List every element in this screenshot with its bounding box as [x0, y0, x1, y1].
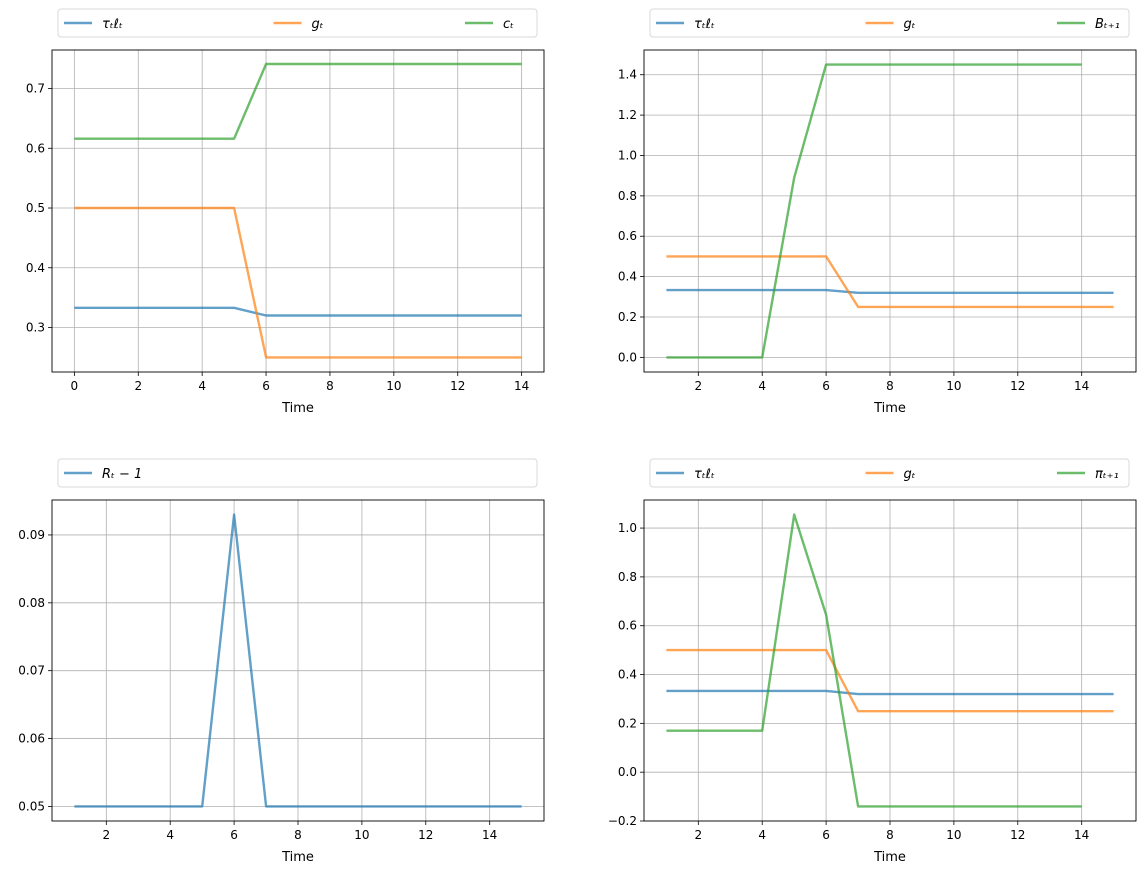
y-tick-label: 0.6	[26, 141, 45, 155]
axes-frame	[51, 49, 545, 373]
x-tick-label: 6	[262, 379, 270, 393]
legend: τₜℓₜ gₜ Bₜ₊₁	[649, 8, 1130, 38]
x-tick-label: 10	[354, 828, 369, 842]
x-tick-label: 14	[482, 828, 497, 842]
subplot-2: 2 4 6 8 10 12 14 0.0 0.2 0.4 0.6 0.8 1.0 1.2 1.4 Time τₜ…	[618, 8, 1137, 416]
x-tick-label: 10	[386, 379, 401, 393]
subplot-3: 2 4 6 8 10 12 14 0.05 0.06 0.07 0.08 0.09 Time Rₜ − 1	[18, 458, 545, 865]
x-tick-label: 8	[294, 828, 302, 842]
y-tick-label: 0.4	[618, 270, 637, 284]
y-tick-label: 1.2	[618, 108, 637, 122]
y-tick-label: 1.0	[618, 148, 637, 162]
x-tick-label: 2	[694, 828, 702, 842]
x-tick-label: 6	[230, 828, 238, 842]
legend-label: gₜ	[904, 17, 916, 32]
legend-label: τₜℓₜ	[694, 467, 715, 482]
y-tick-label: 0.0	[618, 765, 637, 779]
y-tick-label: 0.4	[26, 261, 45, 275]
series-line-1	[666, 689, 1114, 696]
x-tick-label: 14	[514, 379, 529, 393]
x-tick-label: 10	[946, 828, 961, 842]
x-tick-label: 8	[326, 379, 334, 393]
y-tick-label: −0.2	[608, 814, 637, 828]
series-line-3	[666, 63, 1082, 359]
y-tick-label: 0.7	[26, 82, 45, 96]
subplot-1: 0 2 4 6 8 10 12 14 0.3 0.4 0.5 0.6 0.7 Time τₜℓₜ gₜ cₜ	[26, 8, 545, 416]
x-tick-label: 2	[134, 379, 142, 393]
y-tick-label: 0.8	[618, 570, 637, 584]
y-tick-label: 1.0	[618, 521, 637, 535]
y-tick-label: 0.4	[618, 668, 637, 682]
series-line-2	[666, 648, 1114, 713]
x-tick-label: 12	[1010, 379, 1025, 393]
series-line-3	[666, 513, 1082, 808]
axes-frame	[51, 499, 545, 822]
x-axis-label: Time	[873, 850, 906, 865]
y-tick-label: 1.4	[618, 68, 637, 82]
legend-label: Bₜ₊₁	[1095, 17, 1120, 32]
y-tick-label: 0.06	[18, 732, 45, 746]
y-tick-label: 0.8	[618, 189, 637, 203]
axes-frame	[643, 49, 1137, 373]
x-axis-label: Time	[281, 850, 314, 865]
legend-label: τₜℓₜ	[102, 17, 123, 32]
legend: τₜℓₜ gₜ πₜ₊₁	[649, 458, 1130, 488]
legend-label: τₜℓₜ	[694, 17, 715, 32]
x-axis-label: Time	[281, 401, 314, 416]
legend-label: πₜ₊₁	[1095, 467, 1119, 482]
x-tick-label: 4	[758, 379, 766, 393]
x-tick-label: 4	[198, 379, 206, 393]
x-tick-label: 12	[418, 828, 433, 842]
series-line-1	[74, 513, 522, 808]
series-line-1	[666, 288, 1114, 294]
series-line-2	[74, 206, 522, 359]
x-tick-label: 14	[1074, 379, 1089, 393]
x-tick-label: 4	[758, 828, 766, 842]
subplot-4: 2 4 6 8 10 12 14 −0.2 0.0 0.2 0.4 0.6 0.8 1.0 Time τₜℓₜ…	[608, 458, 1137, 865]
y-tick-label: 0.07	[18, 664, 45, 678]
x-tick-label: 10	[946, 379, 961, 393]
x-tick-label: 2	[694, 379, 702, 393]
x-tick-label: 12	[450, 379, 465, 393]
x-tick-label: 8	[886, 379, 894, 393]
legend-frame	[57, 458, 538, 488]
x-tick-label: 4	[166, 828, 174, 842]
y-tick-label: 0.09	[18, 528, 45, 542]
x-tick-label: 12	[1010, 828, 1025, 842]
x-tick-label: 6	[822, 828, 830, 842]
y-tick-label: 0.5	[26, 201, 45, 215]
legend: τₜℓₜ gₜ cₜ	[57, 8, 538, 38]
legend-label: gₜ	[312, 17, 324, 32]
y-tick-label: 0.2	[618, 310, 637, 324]
y-tick-label: 0.05	[18, 799, 45, 813]
legend-label: cₜ	[503, 17, 514, 32]
legend: Rₜ − 1	[57, 458, 538, 488]
axes-frame	[643, 499, 1137, 822]
series-line-2	[666, 255, 1114, 309]
series-line-3	[74, 62, 522, 140]
y-tick-label: 0.08	[18, 596, 45, 610]
y-tick-label: 0.6	[618, 619, 637, 633]
x-tick-label: 14	[1074, 828, 1089, 842]
y-tick-label: 0.0	[618, 350, 637, 364]
y-tick-label: 0.2	[618, 716, 637, 730]
series-line-1	[74, 306, 522, 317]
legend-label: Rₜ − 1	[102, 467, 142, 482]
x-axis-label: Time	[873, 401, 906, 416]
y-tick-label: 0.3	[26, 320, 45, 334]
x-tick-label: 8	[886, 828, 894, 842]
x-tick-label: 6	[822, 379, 830, 393]
y-tick-label: 0.6	[618, 229, 637, 243]
x-tick-label: 0	[71, 379, 79, 393]
x-tick-label: 2	[102, 828, 110, 842]
legend-label: gₜ	[904, 467, 916, 482]
